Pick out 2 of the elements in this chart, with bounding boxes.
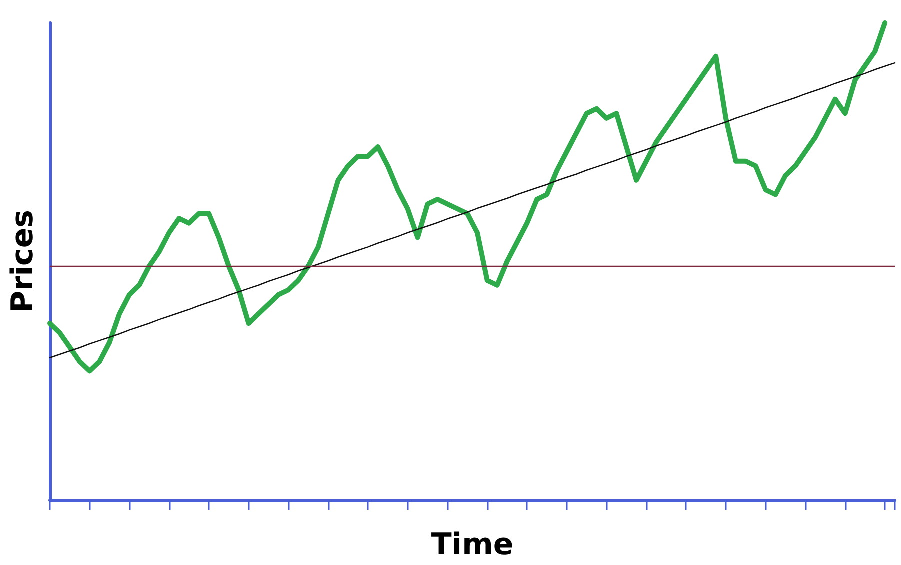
y-axis-title: Prices: [6, 210, 40, 314]
x-axis-title: Time: [431, 528, 514, 562]
